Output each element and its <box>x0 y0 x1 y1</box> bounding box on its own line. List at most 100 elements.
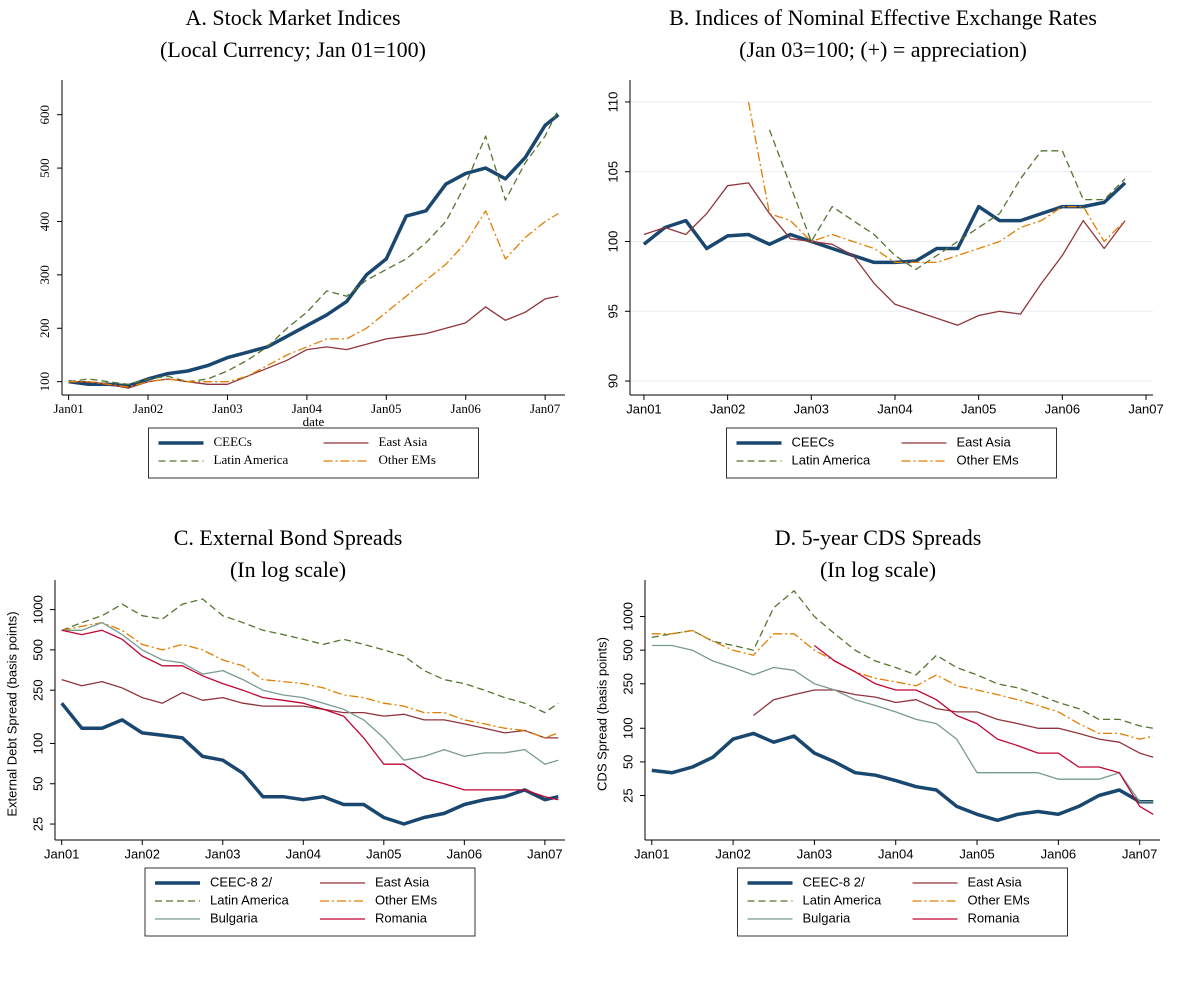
x-tick-label: Jan06 <box>447 846 482 861</box>
chart-title: D. 5-year CDS Spreads <box>775 525 982 550</box>
x-tick-label: Jan05 <box>961 401 996 416</box>
series-line <box>651 629 1154 740</box>
panel: A. Stock Market Indices (Local Currency; … <box>37 5 565 479</box>
series-line <box>814 644 1154 815</box>
legend-label: Romania <box>968 910 1021 925</box>
panel: B. Indices of Nominal Effective Exchange… <box>605 5 1164 479</box>
x-tick-label: Jan01 <box>634 846 669 861</box>
x-tick-label: Jan07 <box>530 401 561 416</box>
series-line <box>61 678 559 739</box>
legend-box <box>144 867 476 937</box>
series-line <box>651 590 1154 729</box>
y-tick-label: 100 <box>605 231 620 253</box>
x-tick-label: Jan05 <box>959 846 994 861</box>
legend-label: Other EMs <box>375 892 438 907</box>
series-line <box>642 181 1127 265</box>
y-tick-label: 110 <box>605 92 620 113</box>
series-line <box>68 113 560 388</box>
x-tick-label: Jan01 <box>44 846 79 861</box>
y-tick-label: 1000 <box>30 595 45 624</box>
series-line <box>61 621 559 739</box>
legend-label: CEEC-8 2/ <box>803 874 866 889</box>
x-tick-label: Jan02 <box>710 401 745 416</box>
legend-label: Other EMs <box>968 892 1031 907</box>
chart-subtitle: (In log scale) <box>230 557 346 582</box>
legend-label: East Asia <box>968 874 1023 889</box>
legend-label: Other EMs <box>379 452 436 467</box>
legend-label: Latin America <box>803 892 883 907</box>
x-tick-label: Jan03 <box>797 846 832 861</box>
y-tick-label: 500 <box>620 639 635 661</box>
y-axis-label: CDS Spread (basis points) <box>594 637 609 791</box>
y-tick-label: 100 <box>620 717 635 739</box>
x-tick-label: Jan07 <box>527 846 562 861</box>
x-tick-label: Jan05 <box>371 401 401 416</box>
series-line <box>61 598 559 714</box>
y-tick-label: 50 <box>620 755 635 769</box>
legend-label: CEECs <box>214 434 252 449</box>
y-tick-label: 1000 <box>620 602 635 631</box>
chart-title: A. Stock Market Indices <box>185 5 400 30</box>
series-line <box>61 621 559 765</box>
series-line <box>768 129 1126 271</box>
x-tick-label: Jan04 <box>877 401 912 416</box>
x-axis-label: date <box>303 414 325 429</box>
y-tick-label: 105 <box>605 161 620 183</box>
chart-subtitle: (Jan 03=100; (+) = appreciation) <box>739 37 1027 62</box>
x-tick-label: Jan03 <box>205 846 240 861</box>
chart-title: B. Indices of Nominal Effective Exchange… <box>669 5 1097 30</box>
x-tick-label: Jan07 <box>1128 401 1163 416</box>
series-line <box>747 101 1126 264</box>
x-tick-label: Jan07 <box>1122 846 1157 861</box>
y-tick-label: 300 <box>37 265 52 285</box>
series-line <box>651 731 1154 823</box>
x-tick-label: Jan06 <box>1041 846 1076 861</box>
chart-subtitle: (In log scale) <box>820 557 936 582</box>
legend-label: Latin America <box>792 452 872 467</box>
legend-label: East Asia <box>379 434 428 449</box>
legend-label: CEEC-8 2/ <box>210 874 273 889</box>
x-tick-label: Jan03 <box>212 401 242 416</box>
chart-subtitle: (Local Currency; Jan 01=100) <box>160 37 426 62</box>
legend-label: East Asia <box>375 874 430 889</box>
y-tick-label: 500 <box>37 158 52 178</box>
x-tick-label: Jan02 <box>715 846 750 861</box>
series-line <box>753 689 1154 758</box>
x-tick-label: Jan03 <box>794 401 829 416</box>
y-tick-label: 200 <box>37 319 52 339</box>
y-tick-label: 500 <box>30 639 45 661</box>
series-line <box>68 210 559 388</box>
legend-label: Latin America <box>210 892 290 907</box>
y-tick-label: 600 <box>37 105 52 125</box>
legend-label: Romania <box>375 910 428 925</box>
y-tick-label: 25 <box>30 817 45 831</box>
x-tick-label: Jan04 <box>878 846 913 861</box>
series-line <box>643 182 1126 326</box>
legend-box <box>737 867 1068 937</box>
x-tick-label: Jan01 <box>53 401 83 416</box>
legend-box <box>148 427 479 479</box>
series-line <box>68 295 559 389</box>
x-tick-label: Jan05 <box>366 846 401 861</box>
series-line <box>68 109 559 385</box>
x-tick-label: Jan04 <box>286 846 321 861</box>
legend-label: Bulgaria <box>803 910 851 925</box>
y-tick-label: 250 <box>30 679 45 701</box>
y-tick-label: 90 <box>605 374 620 388</box>
y-tick-label: 95 <box>605 304 620 318</box>
x-tick-label: Jan02 <box>125 846 160 861</box>
panel: D. 5-year CDS Spreads (In log scale) 25 50 1… <box>594 525 1160 937</box>
y-tick-label: 50 <box>30 777 45 791</box>
series-line <box>61 629 559 801</box>
x-tick-label: Jan02 <box>133 401 163 416</box>
series-line <box>651 644 1154 803</box>
y-tick-label: 400 <box>37 212 52 232</box>
series-line <box>60 702 559 826</box>
x-tick-label: Jan06 <box>451 401 482 416</box>
y-tick-label: 25 <box>620 788 635 802</box>
legend-label: Latin America <box>214 452 289 467</box>
x-tick-label: Jan04 <box>292 401 323 416</box>
chart-title: C. External Bond Spreads <box>174 525 403 550</box>
legend-label: East Asia <box>957 434 1012 449</box>
